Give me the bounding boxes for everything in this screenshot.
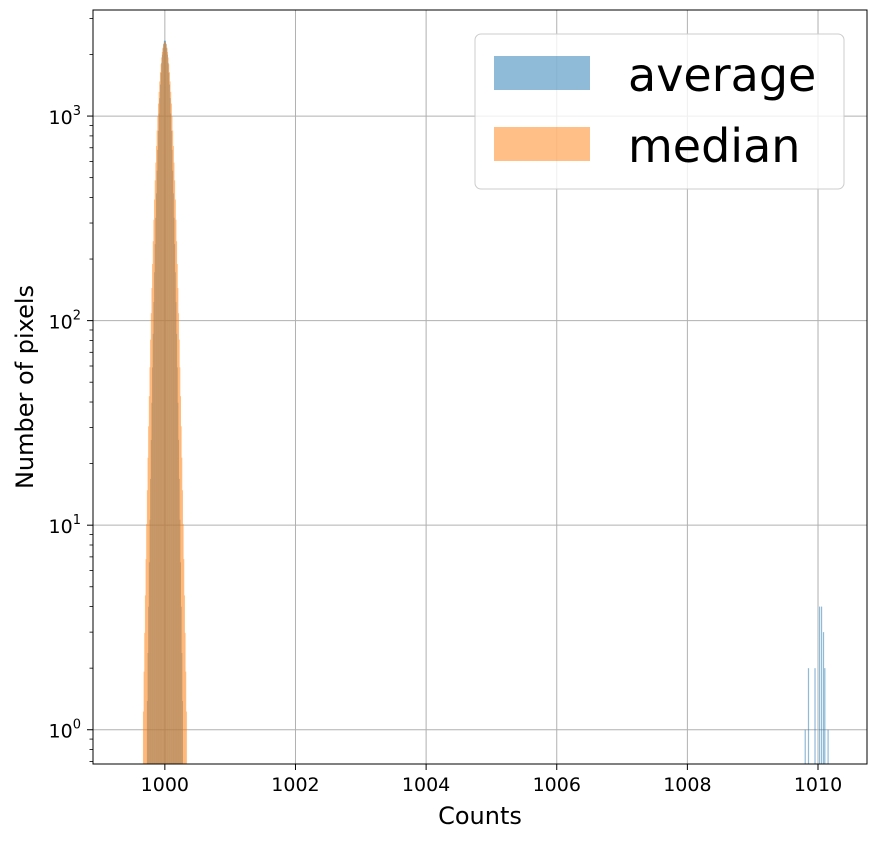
histogram-bar (150, 313, 152, 764)
legend-swatch-median (494, 127, 590, 161)
histogram-bar (167, 51, 168, 765)
histogram-bar (174, 180, 176, 765)
histogram-bar (807, 668, 810, 764)
histogram-bar (163, 42, 165, 764)
y-tick-label: 102 (49, 309, 81, 334)
histogram-bar (143, 671, 145, 764)
histogram-bar (144, 595, 146, 764)
x-tick-label: 1000 (141, 774, 189, 796)
histogram-bar (146, 490, 148, 764)
histogram-bar (160, 64, 162, 765)
histogram-bar (153, 219, 155, 764)
histogram-bar (147, 457, 149, 764)
histogram-bar (159, 81, 161, 764)
histogram-bar (175, 219, 177, 764)
histogram-bar (178, 313, 180, 764)
histogram-bar (820, 606, 823, 764)
x-tick-label: 1002 (271, 774, 319, 796)
ticks-layer: 1000 1002 1004 1006 1008 1010 100 101 102 103 (49, 18, 842, 796)
histogram-bar (824, 668, 826, 764)
y-tick-label: 103 (49, 104, 81, 129)
histogram-bar (159, 72, 161, 764)
histogram-bar (154, 199, 155, 765)
bars-layer (142, 40, 829, 765)
histogram-bar (180, 396, 181, 764)
x-tick-label: 1004 (402, 774, 450, 796)
histogram-bar (181, 457, 183, 764)
histogram-bar (172, 130, 174, 765)
plot-frame (92, 9, 868, 765)
series-median (142, 42, 187, 765)
histogram-bar (180, 426, 182, 764)
histogram-bar (174, 199, 176, 765)
histogram-bar (154, 180, 156, 765)
histogram-bar (822, 632, 825, 764)
x-axis-label: Counts (438, 802, 522, 830)
histogram-bar (162, 47, 164, 764)
histogram-bar (170, 91, 172, 764)
histogram-bar (184, 632, 186, 764)
histogram-bar (142, 711, 144, 764)
legend-label-average: average (628, 48, 816, 102)
histogram-bar (146, 524, 148, 764)
histogram-bar (185, 671, 187, 764)
histogram-bar (171, 116, 173, 765)
histogram-bar (151, 287, 153, 764)
histogram-bar (818, 606, 821, 764)
histogram-bar (152, 241, 154, 765)
x-tick-label: 1010 (794, 774, 842, 796)
histogram-bar (168, 64, 170, 765)
histogram-bar (163, 44, 165, 765)
histogram-bar (178, 339, 180, 764)
histogram-bar (176, 264, 178, 764)
histogram-bar (161, 57, 163, 764)
histogram-bar (148, 396, 150, 764)
histogram-bar (157, 103, 159, 764)
histogram-bar (164, 42, 166, 764)
histogram-bar (155, 162, 157, 764)
histogram-bar (148, 426, 149, 764)
histogram-bar (161, 51, 163, 765)
histogram-bar (145, 559, 147, 764)
histogram-bar (149, 367, 151, 764)
histogram-bar (184, 595, 185, 764)
histogram-bar (183, 559, 185, 764)
histogram-bar (156, 130, 158, 765)
y-axis-label: Number of pixels (11, 285, 39, 489)
histogram-bar (177, 287, 179, 764)
histogram-bar (157, 116, 159, 765)
histogram-bar (173, 162, 175, 764)
histogram-bar (165, 44, 167, 765)
histogram-bar (150, 339, 151, 764)
histogram-bar (827, 729, 829, 764)
x-tick-label: 1008 (663, 774, 711, 796)
histogram-bar (158, 91, 160, 764)
histogram-bar (169, 81, 171, 764)
histogram-bar (814, 668, 816, 764)
histogram-bar (152, 264, 153, 764)
y-tick-label: 100 (49, 718, 81, 743)
legend-swatch-average (494, 56, 590, 90)
histogram-bar (182, 524, 184, 764)
histogram-bar (144, 632, 146, 764)
histogram-bar (167, 57, 169, 764)
histogram-bar (173, 145, 174, 764)
legend-label-median: median (628, 119, 800, 173)
histogram-bar (156, 145, 157, 764)
histogram-bar (186, 711, 187, 764)
histogram-bar (804, 729, 806, 764)
y-tick-label: 101 (49, 513, 81, 538)
legend: average median (474, 33, 845, 190)
histogram-bar (165, 42, 166, 764)
histogram-bar (179, 367, 181, 764)
histogram-bar (182, 490, 183, 764)
histogram-bar (171, 103, 172, 764)
histogram-bar (169, 72, 170, 764)
histogram-bar (166, 47, 168, 764)
histogram-bar (176, 241, 178, 765)
x-tick-label: 1006 (533, 774, 581, 796)
